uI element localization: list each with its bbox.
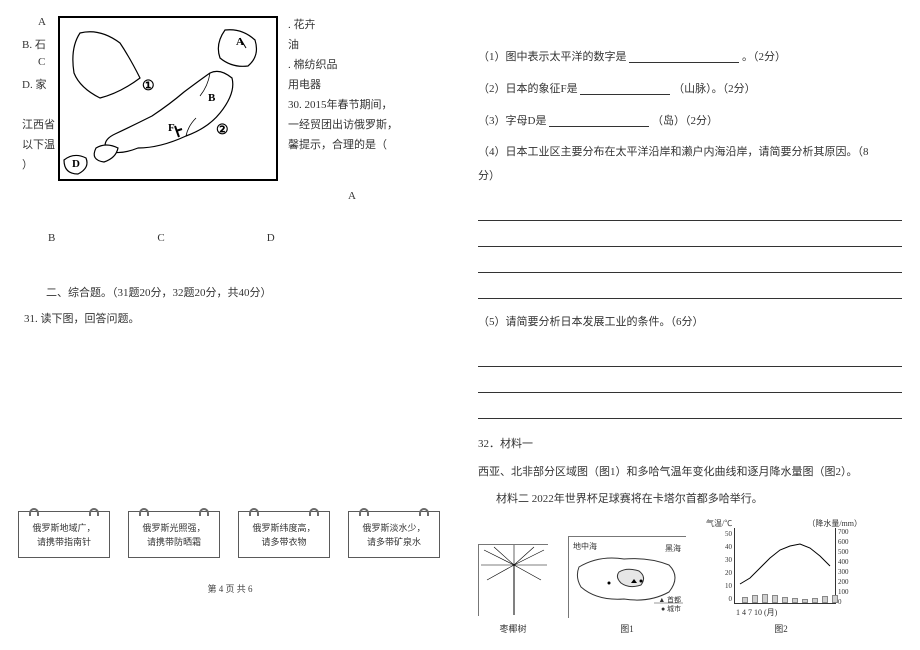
opt-A-right: . 花卉 [288, 16, 316, 32]
q31-2b: （山脉）。（2分） [673, 83, 756, 95]
rule-3 [478, 251, 902, 273]
tree-cap: 枣椰树 [478, 622, 548, 635]
choice-letters: B C D [48, 232, 442, 244]
map2-img: 地中海 黑海 ▲ 首都 ● 城市 [568, 536, 686, 618]
letter-A-top: A [348, 190, 356, 202]
card-4-l1: 俄罗斯淡水少， [355, 522, 433, 536]
opt-B-left: B. 石 [22, 36, 46, 52]
q31-2-blank [580, 83, 670, 95]
q31-3: （3）字母D是 （岛）（2分） [478, 112, 902, 132]
card-3-l2: 请多带衣物 [245, 536, 323, 550]
rule-1 [478, 199, 902, 221]
q30-l2: 一经贸团出访俄罗斯， [288, 116, 398, 132]
letter-B: B [48, 232, 57, 244]
q32-l1: 西亚、北非部分区域图（图1）和多哈气温年变化曲线和逐月降水量图（图2）。 [478, 463, 902, 483]
q31-4b: 分） [478, 167, 902, 187]
q31-1-blank [629, 51, 739, 63]
q32-l2: 材料二 2022年世界杯足球赛将在卡塔尔首都多哈举行。 [478, 490, 902, 510]
opt-D-left: D. 家 [22, 76, 46, 92]
q30-tip: 以下温 [22, 136, 55, 152]
left-top-block: A . 花卉 B. 石 油 C . 棉纺织品 D. 家 用电器 30. 2015… [18, 8, 442, 218]
q31-3a: （3）字母D是 [478, 115, 546, 127]
card-4: 俄罗斯淡水少， 请多带矿泉水 [348, 511, 440, 558]
card-1: 俄罗斯地域广， 请携带指南针 [18, 511, 110, 558]
q31-3b: （岛）（2分） [652, 115, 718, 127]
map2-sea1: 地中海 [573, 541, 597, 552]
temp-line [706, 522, 856, 620]
rule-4 [478, 277, 902, 299]
tree-img [478, 544, 548, 616]
q31-2: （2）日本的象征F是 （山脉）。（2分） [478, 80, 902, 100]
map-D: D [72, 158, 80, 170]
card-3: 俄罗斯纬度高， 请多带衣物 [238, 511, 330, 558]
opt-A-left: A [38, 16, 46, 28]
q31-4a: （4）日本工业区主要分布在太平洋沿岸和濑户内海沿岸，请简要分析其原因。（8 [478, 143, 902, 163]
page-footer: 第 4 页 共 6 [207, 582, 252, 595]
rule-7 [478, 397, 902, 419]
map-B: B [208, 92, 215, 104]
fig2-cap: 图2 [706, 622, 856, 635]
rule-2 [478, 225, 902, 247]
rule-5 [478, 345, 902, 367]
card-2-l1: 俄罗斯光照强， [135, 522, 213, 536]
q31-2a: （2）日本的象征F是 [478, 83, 578, 95]
map-F: F [168, 122, 175, 134]
tip-cards: 俄罗斯地域广， 请携带指南针 俄罗斯光照强， 请携带防晒霜 俄罗斯纬度高， 请多… [18, 511, 440, 558]
q30-l3: 馨提示，合理的是（ [288, 136, 387, 152]
card-1-l2: 请携带指南针 [25, 536, 103, 550]
q31-3-blank [549, 115, 649, 127]
rule-6 [478, 371, 902, 393]
q31-stem: 31. 读下图，回答问题。 [24, 310, 442, 326]
map-1: ① [142, 78, 155, 95]
q31-1: （1）图中表示太平洋的数字是 。（2分） [478, 48, 902, 68]
card-2: 俄罗斯光照强， 请携带防晒霜 [128, 511, 220, 558]
q30-l1: 30. 2015年春节期间， [288, 96, 393, 112]
figures-row: 枣椰树 地中海 黑海 ▲ 首都 ● 城市 [478, 522, 902, 635]
map2-sea2: 黑海 [665, 543, 681, 554]
opt-C-right: . 棉纺织品 [288, 56, 338, 72]
opt-B-right: 油 [288, 36, 299, 52]
chart-figure: 气温/℃ （降水量/mm） 50403020100 70060050040030… [706, 522, 856, 635]
map2-leg2: ● 城市 [661, 604, 681, 614]
fig1-cap: 图1 [568, 622, 686, 635]
map-A: A [236, 36, 244, 48]
q30-paren: ） [22, 156, 33, 172]
section-2-title: 二、综合题。（31题20分，32题20分，共40分） [46, 284, 442, 300]
letter-C: C [157, 232, 166, 244]
q30-province: 江西省 [22, 116, 55, 132]
card-1-l1: 俄罗斯地域广， [25, 522, 103, 536]
q31-5: （5）请简要分析日本发展工业的条件。（6分） [478, 313, 902, 333]
tree-figure: 枣椰树 [478, 544, 548, 635]
map2-figure: 地中海 黑海 ▲ 首都 ● 城市 图1 [568, 536, 686, 635]
opt-D-right: 用电器 [288, 76, 321, 92]
opt-C-left: C [38, 56, 45, 68]
q31-1b: 。（2分） [742, 51, 786, 63]
q31-1a: （1）图中表示太平洋的数字是 [478, 51, 627, 63]
card-4-l2: 请多带矿泉水 [355, 536, 433, 550]
card-3-l1: 俄罗斯纬度高， [245, 522, 323, 536]
japan-map: A ① B F ② D [58, 16, 278, 181]
chart-xticks: 1 4 7 10 (月) [736, 607, 777, 618]
climate-chart: 气温/℃ （降水量/mm） 50403020100 70060050040030… [706, 522, 856, 620]
letter-D: D [267, 232, 277, 244]
card-2-l2: 请携带防晒霜 [135, 536, 213, 550]
map-2: ② [216, 122, 229, 139]
q32-head: 32．材料一 [478, 435, 902, 455]
